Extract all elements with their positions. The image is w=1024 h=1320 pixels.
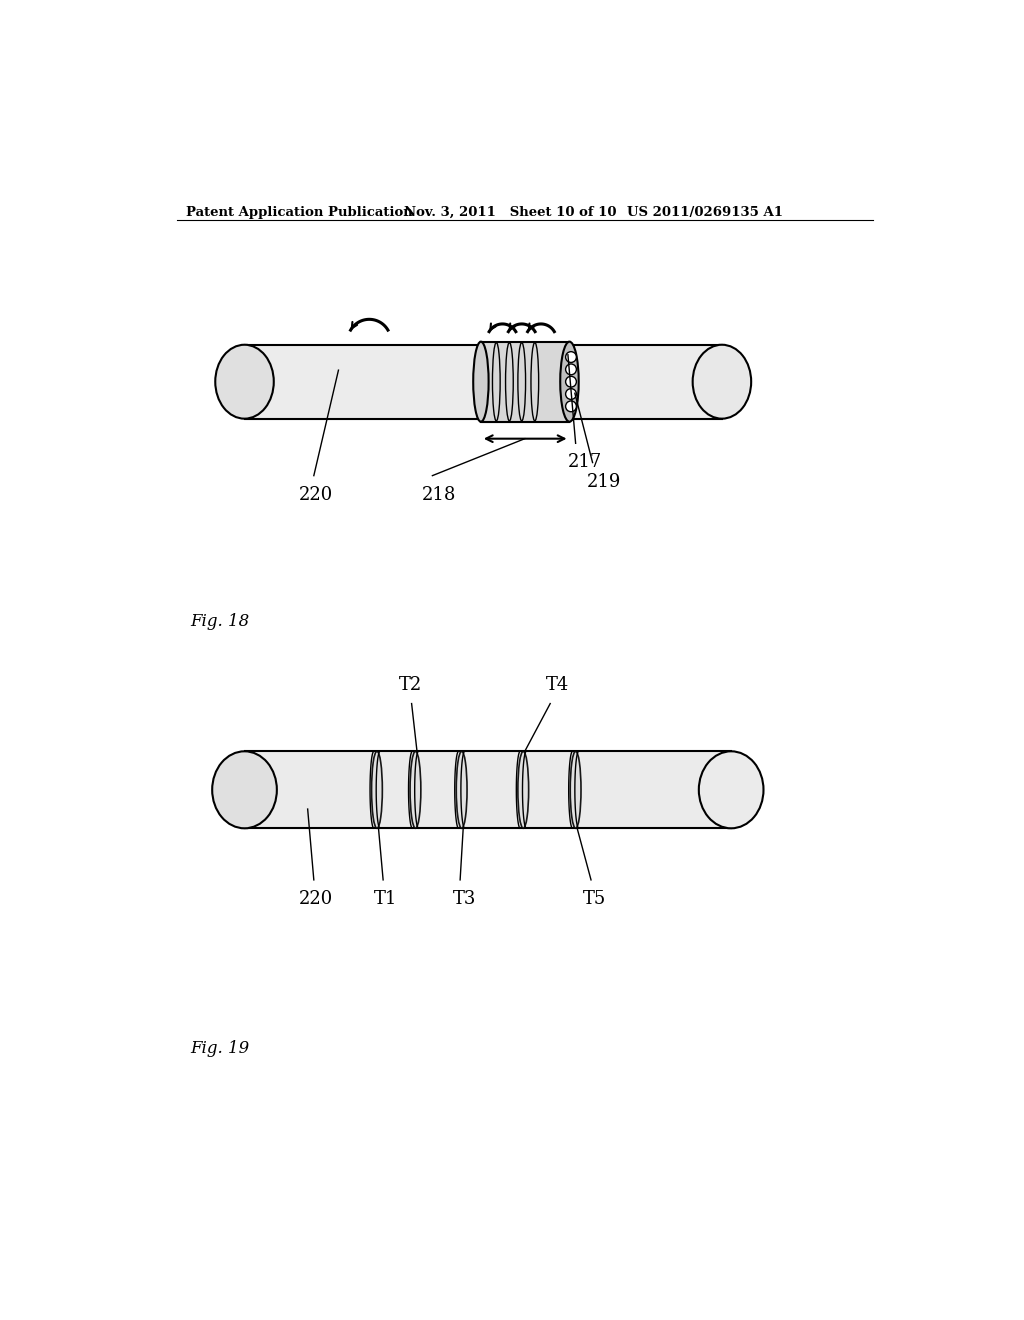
Text: 219: 219 [587,473,622,491]
Text: Fig. 19: Fig. 19 [190,1040,250,1057]
Circle shape [565,351,577,363]
Text: 218: 218 [422,486,456,504]
Text: T3: T3 [453,890,476,908]
Ellipse shape [410,751,421,829]
Text: T5: T5 [584,890,606,908]
Circle shape [565,388,577,400]
Circle shape [565,401,577,412]
Circle shape [565,364,577,375]
Text: Fig. 18: Fig. 18 [190,612,250,630]
Text: 220: 220 [298,890,333,908]
Text: 220: 220 [298,486,333,504]
Ellipse shape [570,751,581,829]
Ellipse shape [518,751,528,829]
Ellipse shape [560,342,579,422]
Ellipse shape [493,342,500,421]
Ellipse shape [692,345,752,418]
Ellipse shape [531,342,539,421]
Text: Nov. 3, 2011   Sheet 10 of 10: Nov. 3, 2011 Sheet 10 of 10 [403,206,616,219]
Ellipse shape [457,751,467,829]
Ellipse shape [698,751,764,829]
Ellipse shape [212,751,276,829]
Ellipse shape [215,345,273,418]
Ellipse shape [372,751,382,829]
Text: 217: 217 [568,453,602,470]
Ellipse shape [506,342,513,421]
Ellipse shape [518,342,525,421]
Text: T1: T1 [374,890,397,908]
Circle shape [565,376,577,387]
Text: T2: T2 [398,676,422,693]
Text: US 2011/0269135 A1: US 2011/0269135 A1 [628,206,783,219]
Ellipse shape [473,342,488,422]
Text: T4: T4 [547,676,569,693]
Text: Patent Application Publication: Patent Application Publication [186,206,413,219]
